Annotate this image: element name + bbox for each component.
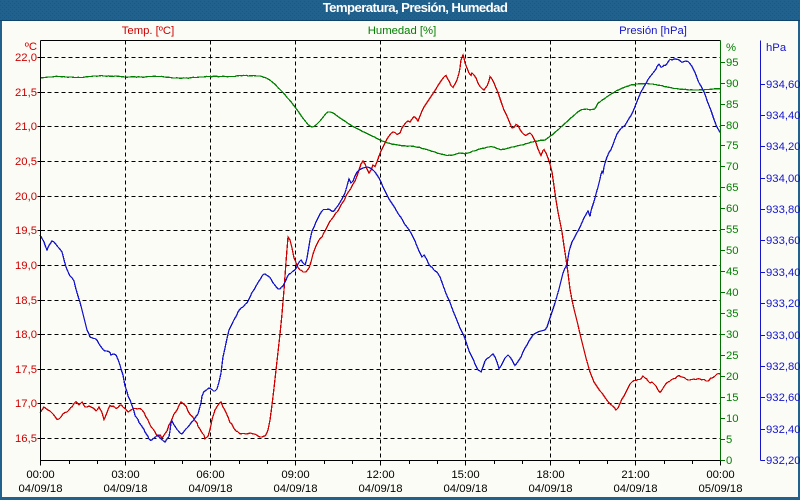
svg-text:04/09/18: 04/09/18 bbox=[614, 483, 658, 495]
svg-text:Presión [hPa]: Presión [hPa] bbox=[619, 25, 687, 37]
svg-text:ºC: ºC bbox=[25, 41, 37, 53]
svg-text:hPa: hPa bbox=[766, 42, 787, 54]
svg-text:50: 50 bbox=[726, 245, 739, 257]
svg-text:12:00: 12:00 bbox=[366, 469, 394, 481]
svg-text:Temp. [ºC]: Temp. [ºC] bbox=[122, 25, 174, 37]
svg-text:45: 45 bbox=[726, 266, 739, 278]
svg-text:21,0: 21,0 bbox=[15, 121, 37, 133]
svg-text:19,0: 19,0 bbox=[15, 260, 37, 272]
svg-text:20,0: 20,0 bbox=[15, 191, 37, 203]
svg-text:15: 15 bbox=[726, 392, 739, 404]
svg-text:932,20: 932,20 bbox=[766, 455, 800, 467]
svg-text:04/09/18: 04/09/18 bbox=[274, 483, 318, 495]
svg-text:04/09/18: 04/09/18 bbox=[359, 483, 403, 495]
svg-text:5: 5 bbox=[726, 434, 732, 446]
svg-text:04/09/18: 04/09/18 bbox=[104, 483, 148, 495]
svg-text:932,80: 932,80 bbox=[766, 361, 800, 373]
svg-text:60: 60 bbox=[726, 203, 739, 215]
svg-text:75: 75 bbox=[726, 140, 739, 152]
svg-text:09:00: 09:00 bbox=[281, 469, 309, 481]
svg-text:65: 65 bbox=[726, 182, 739, 194]
svg-text:%: % bbox=[726, 42, 736, 54]
svg-text:21:00: 21:00 bbox=[621, 469, 649, 481]
svg-text:22,0: 22,0 bbox=[15, 52, 37, 64]
svg-text:933,40: 933,40 bbox=[766, 267, 800, 279]
svg-text:933,20: 933,20 bbox=[766, 298, 800, 310]
svg-text:06:00: 06:00 bbox=[196, 469, 224, 481]
svg-text:15:00: 15:00 bbox=[451, 469, 479, 481]
svg-text:18,5: 18,5 bbox=[15, 295, 37, 307]
svg-text:04/09/18: 04/09/18 bbox=[189, 483, 233, 495]
svg-text:932,40: 932,40 bbox=[766, 424, 800, 436]
svg-text:04/09/18: 04/09/18 bbox=[444, 483, 488, 495]
svg-text:934,40: 934,40 bbox=[766, 110, 800, 122]
svg-text:03:00: 03:00 bbox=[111, 469, 139, 481]
svg-text:0: 0 bbox=[726, 455, 732, 467]
svg-text:30: 30 bbox=[726, 329, 739, 341]
svg-text:933,60: 933,60 bbox=[766, 235, 800, 247]
svg-text:00:00: 00:00 bbox=[26, 469, 54, 481]
svg-text:Temperatura, Presión, Humedad: Temperatura, Presión, Humedad bbox=[323, 0, 508, 15]
svg-text:10: 10 bbox=[726, 413, 739, 425]
svg-text:85: 85 bbox=[726, 99, 739, 111]
svg-text:80: 80 bbox=[726, 120, 739, 132]
svg-text:933,80: 933,80 bbox=[766, 204, 800, 216]
svg-text:21,5: 21,5 bbox=[15, 87, 37, 99]
svg-text:933,00: 933,00 bbox=[766, 330, 800, 342]
svg-text:934,20: 934,20 bbox=[766, 141, 800, 153]
svg-text:19,5: 19,5 bbox=[15, 225, 37, 237]
svg-text:35: 35 bbox=[726, 308, 739, 320]
svg-text:00:00: 00:00 bbox=[706, 469, 734, 481]
svg-text:40: 40 bbox=[726, 287, 739, 299]
svg-text:04/09/18: 04/09/18 bbox=[19, 483, 63, 495]
svg-text:55: 55 bbox=[726, 224, 739, 236]
svg-text:934,00: 934,00 bbox=[766, 173, 800, 185]
svg-text:18,0: 18,0 bbox=[15, 329, 37, 341]
svg-text:934,60: 934,60 bbox=[766, 79, 800, 91]
svg-text:16,5: 16,5 bbox=[15, 433, 37, 445]
svg-text:04/09/18: 04/09/18 bbox=[529, 483, 573, 495]
svg-text:18:00: 18:00 bbox=[536, 469, 564, 481]
svg-text:932,60: 932,60 bbox=[766, 392, 800, 404]
svg-text:05/09/18: 05/09/18 bbox=[699, 483, 743, 495]
svg-text:25: 25 bbox=[726, 350, 739, 362]
svg-text:Humedad [%]: Humedad [%] bbox=[368, 25, 436, 37]
svg-text:17,0: 17,0 bbox=[15, 398, 37, 410]
svg-text:95: 95 bbox=[726, 57, 739, 69]
svg-text:90: 90 bbox=[726, 78, 739, 90]
svg-text:20: 20 bbox=[726, 371, 739, 383]
svg-text:20,5: 20,5 bbox=[15, 156, 37, 168]
svg-text:70: 70 bbox=[726, 161, 739, 173]
svg-text:17,5: 17,5 bbox=[15, 364, 37, 376]
